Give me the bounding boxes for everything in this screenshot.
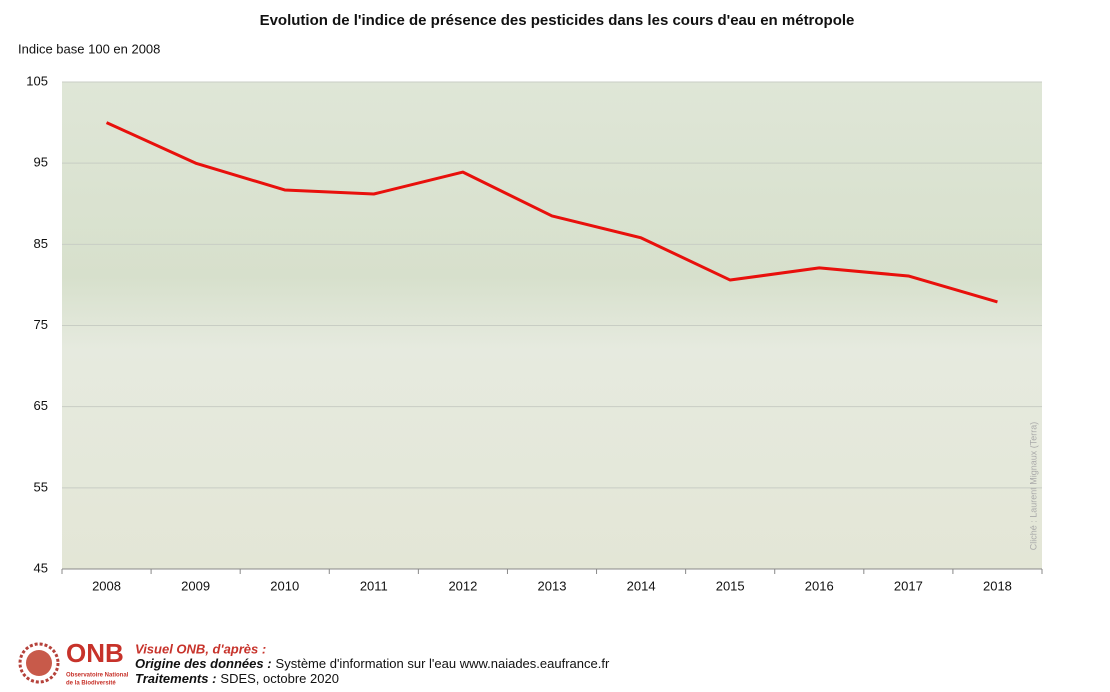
- logo-text: ONB: [66, 638, 124, 668]
- y-tick-label: 95: [34, 155, 48, 170]
- footer-intro: Visuel ONB, d'après :: [135, 641, 266, 656]
- y-tick-label: 85: [34, 236, 48, 251]
- x-tick-label: 2016: [805, 578, 834, 593]
- data-line: [105, 121, 998, 304]
- x-tick-label: 2015: [716, 578, 745, 593]
- logo-subtitle: de la Biodiversité: [66, 681, 116, 687]
- chart-title: Evolution de l'indice de présence des pe…: [260, 12, 855, 29]
- logo-ring: [18, 642, 60, 684]
- x-tick-label: 2009: [181, 578, 210, 593]
- y-tick-label: 75: [34, 317, 48, 332]
- footer-label: Origine des données :: [135, 656, 272, 671]
- y-tick-label: 55: [34, 479, 48, 494]
- x-tick-label: 2011: [360, 578, 388, 593]
- footer-processing: Traitements : SDES, octobre 2020: [135, 671, 339, 686]
- footer-text: SDES, octobre 2020: [220, 671, 339, 686]
- footer-label: Traitements :: [135, 671, 216, 686]
- photo-credit: Cliché : Laurent Mignaux (Terra): [1028, 422, 1038, 551]
- footer: ONB Observatoire National de la Biodiver…: [18, 638, 610, 687]
- y-axis-label: Indice base 100 en 2008: [18, 41, 160, 56]
- x-tick-label: 2010: [270, 578, 299, 593]
- x-tick-label: 2012: [448, 578, 477, 593]
- y-tick-label: 65: [34, 398, 48, 413]
- x-tick-label: 2014: [627, 578, 656, 593]
- y-tick-label: 105: [26, 73, 48, 88]
- logo-emblem: [26, 650, 52, 676]
- x-tick-label: 2018: [983, 578, 1012, 593]
- logo-subtitle: Observatoire National: [66, 673, 129, 679]
- x-tick-label: 2013: [538, 578, 567, 593]
- x-tick-label: 2008: [92, 578, 121, 593]
- x-tick-label: 2017: [894, 578, 923, 593]
- footer-origin: Origine des données : Système d'informati…: [135, 656, 610, 671]
- y-tick-label: 45: [34, 560, 48, 575]
- footer-text: Système d'information sur l'eau www.naia…: [276, 656, 610, 671]
